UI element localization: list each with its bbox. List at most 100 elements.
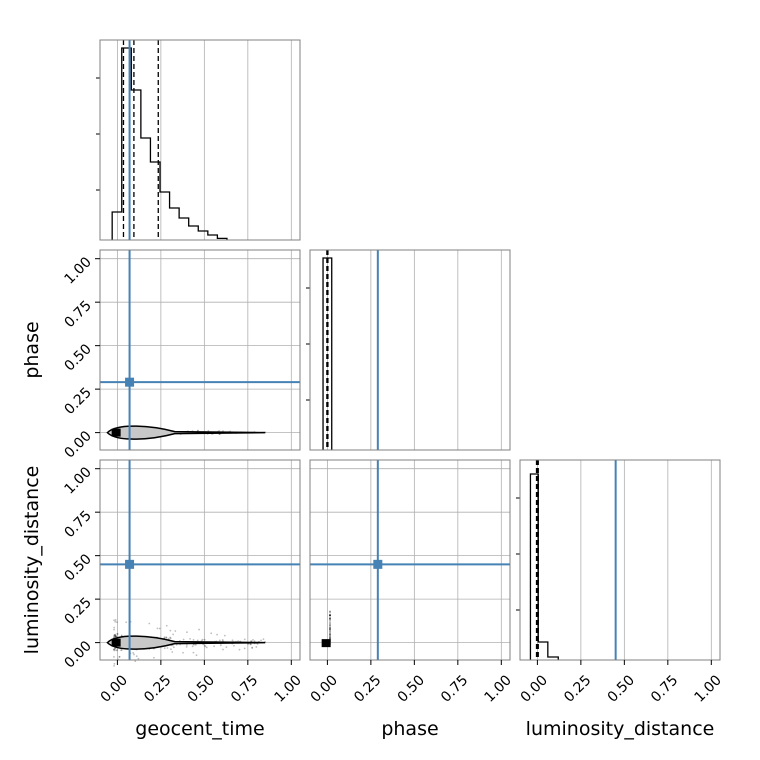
- density-contour: [106, 635, 266, 650]
- scatter-point-25: [329, 631, 331, 634]
- panel-frame: [99, 39, 301, 241]
- scatter-point-147: [125, 621, 128, 624]
- scatter-point-18: [329, 623, 331, 626]
- scatter-point-61: [189, 637, 191, 640]
- scatter-point-26: [329, 624, 331, 627]
- scatter-point-3: [329, 628, 331, 631]
- scatter-point-11: [329, 637, 331, 640]
- y-tick-label-4: 1.00: [61, 464, 94, 497]
- scatter-point-207: [213, 645, 215, 648]
- scatter-point-52: [253, 640, 256, 643]
- scatter-point-204: [174, 630, 177, 632]
- x-tick-label-2: 0.50: [185, 672, 218, 705]
- scatter-point-39: [223, 634, 226, 637]
- scatter-point-69: [170, 648, 172, 651]
- scatter-point-92: [201, 638, 204, 641]
- y-tick-label-2: 0.50: [61, 341, 94, 374]
- y-tick-label-1: 0.25: [61, 385, 94, 418]
- scatter-point-255: [198, 628, 201, 631]
- y-axis-label-phase: phase: [21, 321, 43, 378]
- panel-luminosity_distance-vs-luminosity_distance: 0.00 0.25 0.50 0.75 1.00: [516, 459, 725, 706]
- scatter-point-225: [251, 646, 254, 649]
- scatter-point-80: [204, 645, 207, 648]
- scatter-point-183: [114, 635, 117, 638]
- histogram-outline-geocent_time: [111, 47, 228, 240]
- scatter-point-51: [249, 643, 252, 646]
- truth-marker: [125, 377, 135, 387]
- scatter-point-128: [221, 639, 224, 641]
- scatter-point-28: [329, 629, 331, 632]
- hist-bar-6: [170, 208, 180, 240]
- scatter-point-82: [192, 638, 195, 641]
- scatter-point-219: [165, 624, 168, 627]
- scatter-point-129: [134, 660, 137, 663]
- scatter-point-206: [165, 636, 168, 639]
- axis-labels-layer: geocent_time phase luminosity_distance p…: [21, 321, 714, 740]
- scatter-point-72: [118, 655, 121, 658]
- scatter-point-253: [191, 645, 194, 648]
- scatter-point-113: [113, 634, 115, 637]
- scatter-point-119: [185, 646, 188, 648]
- hist-bar-7: [179, 218, 189, 240]
- y-axis-label-luminosity-distance: luminosity_distance: [21, 466, 43, 655]
- scatter-point-171: [156, 627, 159, 630]
- scatter-point-37: [113, 636, 116, 638]
- density-peak: [111, 638, 121, 647]
- scatter-point-216: [243, 638, 246, 641]
- scatter-point-38: [329, 637, 331, 639]
- x-tick-label-2: 0.50: [605, 672, 638, 705]
- hist-bar-8: [189, 226, 199, 240]
- scatter-point-238: [163, 636, 166, 639]
- panel-frame: [99, 249, 301, 451]
- scatter-point-28: [113, 649, 116, 652]
- scatter-point-3: [186, 631, 188, 634]
- scatter-point-231: [210, 632, 213, 635]
- x-tick-label-3: 0.75: [648, 672, 681, 705]
- scatter-point-27: [116, 632, 119, 635]
- scatter-point-14: [329, 617, 331, 620]
- x-tick-label-4: 1.00: [692, 672, 725, 705]
- scatter-point-102: [135, 655, 138, 658]
- truth-marker: [125, 559, 135, 569]
- scatter-point-0: [329, 622, 331, 625]
- scatter-point-54: [120, 634, 123, 637]
- scatter-point-45: [172, 633, 174, 636]
- scatter-point-15: [329, 642, 331, 645]
- scatter-point-237: [222, 648, 224, 651]
- scatter-point-258: [118, 656, 121, 658]
- panel-frame: [99, 459, 301, 661]
- scatter-point-177: [195, 654, 198, 657]
- scatter-point-141: [113, 626, 116, 629]
- panel-frame: [519, 459, 721, 661]
- scatter-point-159: [113, 662, 116, 665]
- x-tick-label-3: 0.75: [228, 672, 261, 705]
- scatter-point-53: [200, 639, 203, 642]
- scatter-point-16: [329, 626, 331, 629]
- scatter-point-95: [182, 638, 185, 641]
- scatter-point-9: [132, 651, 135, 654]
- panel-geocent_time-vs-geocent_time: [96, 39, 301, 241]
- hist-bar-0: [112, 212, 122, 240]
- hist-bar-9: [198, 231, 208, 240]
- scatter-point-20: [329, 636, 331, 639]
- scatter-point-4: [329, 614, 331, 617]
- scatter-point-33: [243, 647, 246, 650]
- scatter-point-123: [182, 651, 184, 654]
- scatter-point-5: [329, 633, 331, 636]
- scatter-point-50: [249, 643, 252, 646]
- scatter-point-195: [114, 633, 117, 636]
- scatter-point-22: [329, 639, 331, 642]
- scatter-point-36: [329, 628, 331, 630]
- scatter-point-105: [113, 656, 115, 658]
- density-fill: [107, 426, 266, 440]
- scatter-point-124: [193, 643, 196, 646]
- scatter-point-96: [153, 656, 155, 659]
- x-tick-label-0: 0.00: [308, 672, 341, 705]
- panel-phase-vs-phase: [306, 249, 511, 451]
- scatter-point-234: [233, 644, 235, 647]
- hist-bar-2: [131, 90, 141, 240]
- scatter-point-101: [116, 649, 119, 652]
- scatter-point-7: [231, 639, 234, 642]
- y-tick-label-2: 0.50: [61, 551, 94, 584]
- panel-luminosity_distance-vs-geocent_time: 0.00 0.25 0.50 0.75 1.00 0.00 0.25 0.50 0.75 1.00: [61, 459, 305, 706]
